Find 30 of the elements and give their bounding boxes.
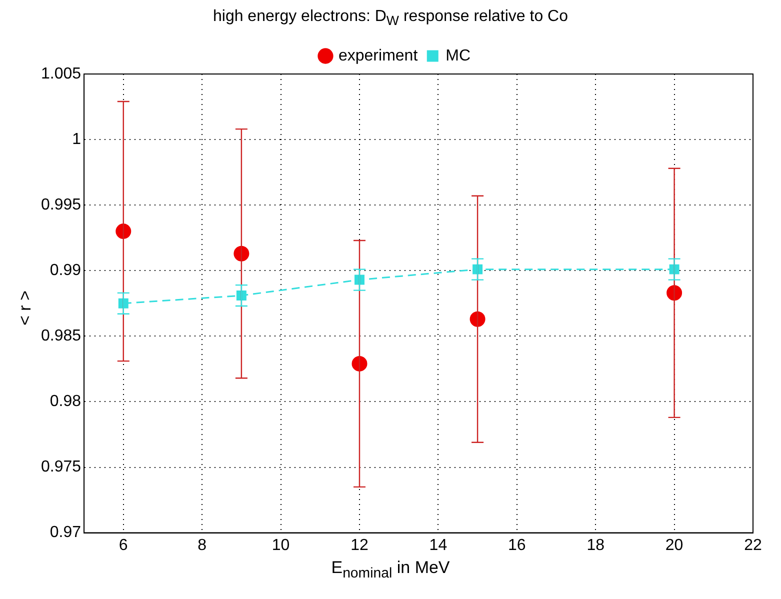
point [354, 274, 364, 285]
point [118, 298, 128, 308]
y-tick-label: 1 [72, 130, 82, 148]
y-tick-label: 0.97 [50, 524, 82, 542]
point [234, 246, 250, 262]
y-tick-label: 0.975 [40, 458, 82, 476]
point [116, 224, 132, 240]
x-tick-label: 14 [429, 536, 448, 554]
x-tick-label: 6 [118, 536, 128, 554]
y-axis-title: < r > [15, 290, 36, 326]
x-axis-title: E$_{nominal}$ in MeV [330, 558, 451, 582]
y-tick-label: 0.98 [50, 393, 82, 410]
y-tick-label: 1.005 [40, 65, 82, 82]
legend-label: MC [446, 47, 471, 64]
legend-label: experiment [338, 47, 418, 64]
y-tick-label: 0.995 [40, 196, 82, 214]
x-tick-label: 12 [350, 536, 368, 554]
y-tick-label: 0.99 [50, 262, 82, 280]
x-tick-label: 10 [272, 536, 290, 554]
point [352, 356, 368, 372]
y-tick-label: 0.985 [40, 328, 82, 345]
x-tick-label: 22 [744, 536, 762, 554]
x-tick-label: 18 [586, 536, 605, 554]
x-tick-label: 16 [508, 536, 526, 554]
point [472, 264, 483, 274]
x-tick-label: 8 [198, 536, 207, 554]
point [470, 311, 486, 327]
point [236, 290, 246, 301]
x-tick-label: 20 [665, 536, 684, 554]
chart-title: high energy electrons: D$_{W}$ response relative to Co [212, 8, 569, 30]
